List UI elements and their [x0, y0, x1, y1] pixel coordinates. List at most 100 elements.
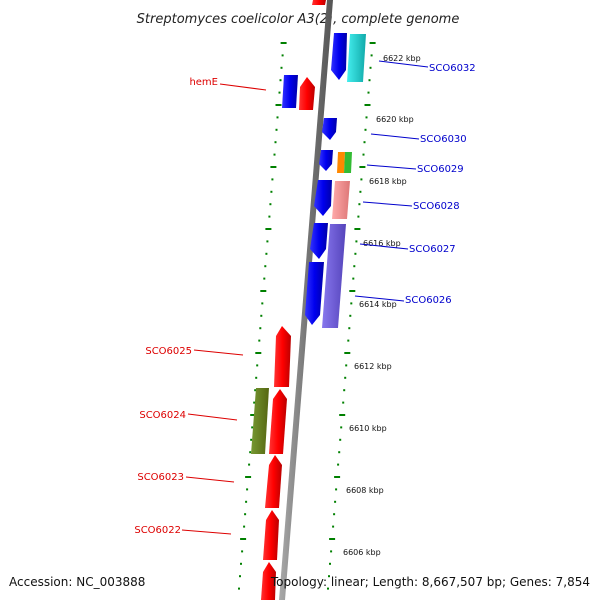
feature-purple-block — [322, 224, 346, 328]
leader-sco6030 — [370, 133, 420, 140]
forward-strand-features — [251, 0, 326, 600]
gene-label[interactable]: SCO6024 — [139, 410, 186, 421]
major-tick — [265, 228, 272, 230]
gene-sco6024-arrow — [269, 389, 287, 454]
major-tick — [240, 538, 247, 540]
major-tick — [280, 42, 287, 44]
gene-label[interactable]: SCO6030 — [420, 134, 467, 145]
gene-sco6027-arrow — [310, 223, 328, 259]
leader-sco6029 — [366, 164, 417, 170]
feature-olive-block — [251, 388, 269, 454]
leader-sco6022 — [181, 529, 232, 535]
minor-tick — [358, 203, 361, 206]
bottom-red-arrow — [261, 562, 276, 600]
minor-tick — [255, 376, 258, 379]
gene-blue-near-heme — [282, 75, 298, 108]
minor-tick — [250, 438, 253, 441]
major-tick — [359, 166, 366, 168]
gene-label[interactable]: SCO6025 — [145, 346, 192, 357]
minor-tick — [268, 215, 271, 218]
minor-tick — [264, 265, 267, 268]
gene-label[interactable]: SCO6026 — [405, 295, 452, 306]
major-tick — [364, 104, 371, 106]
minor-tick — [347, 339, 350, 342]
top-red-arrow — [312, 0, 326, 5]
gene-sco6025-arrow — [274, 326, 291, 387]
minor-tick — [281, 54, 284, 57]
major-tick — [354, 228, 361, 230]
leader-sco6027 — [359, 243, 409, 250]
major-tick — [245, 476, 252, 478]
minor-tick — [343, 389, 346, 392]
minor-tick — [238, 587, 240, 590]
feature-orange-block — [337, 152, 345, 173]
minor-tick — [254, 389, 257, 392]
minor-tick — [275, 128, 278, 131]
minor-tick — [368, 79, 371, 82]
minor-tick — [261, 302, 264, 305]
minor-tick — [349, 314, 352, 317]
gene-heme-arrow — [299, 77, 315, 110]
major-tick — [334, 476, 341, 478]
minor-tick — [243, 525, 246, 528]
minor-tick — [266, 240, 269, 243]
minor-tick — [350, 302, 353, 305]
feature-green-block — [344, 152, 352, 173]
minor-tick — [370, 54, 373, 57]
reverse-strand-features — [305, 33, 366, 328]
minor-tick — [327, 587, 329, 590]
minor-tick — [333, 513, 336, 516]
minor-tick — [345, 364, 348, 367]
minor-tick — [342, 401, 345, 404]
map-title: Streptomyces coelicolor A3(2), complete … — [137, 12, 460, 27]
minor-tick — [334, 500, 337, 503]
minor-tick — [274, 141, 277, 144]
minor-tick — [245, 500, 248, 503]
gene-label[interactable]: SCO6028 — [413, 201, 460, 212]
minor-tick — [251, 426, 254, 429]
minor-tick — [354, 252, 357, 255]
minor-tick — [364, 128, 367, 131]
gene-label[interactable]: SCO6022 — [134, 525, 181, 536]
genome-summary-text: Topology: linear; Length: 8,667,507 bp; … — [270, 575, 590, 589]
leader-sco6032 — [378, 60, 429, 68]
minor-tick — [239, 575, 241, 578]
gene-label[interactable]: SCO6029 — [417, 164, 464, 175]
minor-tick — [348, 327, 351, 330]
gene-sco6029-arrow — [319, 150, 333, 171]
minor-tick — [367, 91, 370, 94]
minor-tick — [248, 463, 251, 466]
gene-label[interactable]: hemE — [189, 77, 218, 88]
leader-sco6026 — [354, 295, 405, 302]
minor-tick — [263, 277, 266, 280]
minor-tick — [362, 153, 365, 156]
minor-tick — [246, 488, 249, 491]
minor-tick — [369, 66, 372, 69]
minor-tick — [353, 265, 356, 268]
major-tick — [329, 538, 336, 540]
scale-label: 6606 kbp — [343, 548, 381, 557]
gene-label[interactable]: SCO6032 — [429, 63, 476, 74]
leader-sco6023 — [185, 476, 235, 483]
major-tick — [270, 166, 277, 168]
major-tick — [260, 290, 267, 292]
scale-label: 6610 kbp — [349, 424, 387, 433]
minor-tick — [328, 575, 330, 578]
gene-label[interactable]: SCO6027 — [409, 244, 456, 255]
scale-label: 6622 kbp — [383, 54, 421, 63]
minor-tick — [241, 550, 244, 553]
minor-tick — [269, 203, 272, 206]
minor-tick — [270, 190, 273, 193]
minor-tick — [249, 451, 252, 454]
gene-sco6023-arrow — [265, 455, 282, 508]
minor-tick — [337, 463, 340, 466]
scale-label: 6612 kbp — [354, 362, 392, 371]
left-tick-track — [238, 42, 287, 590]
minor-tick — [359, 190, 362, 193]
minor-tick — [344, 376, 347, 379]
leader-sco6025 — [193, 349, 244, 356]
gene-label[interactable]: SCO6023 — [137, 472, 184, 483]
minor-tick — [357, 215, 360, 218]
minor-tick — [332, 525, 335, 528]
